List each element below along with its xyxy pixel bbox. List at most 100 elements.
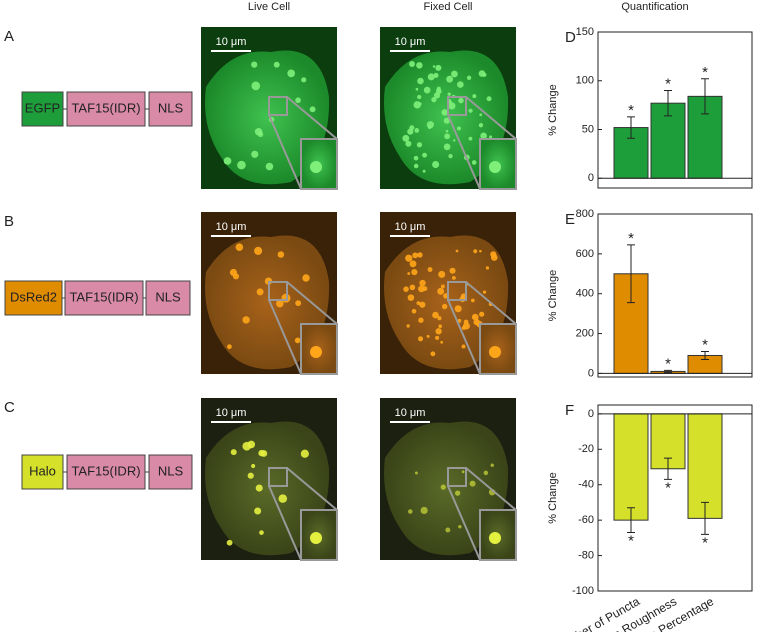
punctum — [254, 246, 263, 255]
punctum — [256, 288, 264, 296]
panel-letter: D — [565, 29, 576, 46]
punctum — [402, 134, 410, 142]
cell-body — [384, 235, 509, 370]
construct-box — [148, 454, 193, 490]
construct-label: NLS — [158, 463, 184, 478]
y-tick-label: 0 — [588, 367, 594, 379]
punctum — [468, 136, 473, 141]
plot-frame — [597, 404, 753, 592]
roi-box — [268, 96, 288, 116]
punctum — [408, 509, 413, 514]
roi-line — [268, 485, 302, 561]
punctum — [427, 73, 435, 81]
panel-letter: E — [565, 211, 575, 228]
punctum — [458, 97, 464, 104]
significance: * — [665, 479, 671, 496]
punctum — [444, 133, 451, 140]
punctum — [406, 324, 410, 328]
panel-letter: A — [4, 28, 14, 45]
punctum — [473, 249, 478, 254]
y-tick-label: -80 — [578, 549, 594, 561]
punctum — [407, 128, 414, 135]
roi-box — [447, 467, 467, 487]
punctum — [431, 97, 437, 103]
punctum — [302, 274, 310, 282]
inset-punctum — [489, 532, 501, 544]
punctum — [471, 298, 475, 303]
punctum — [448, 153, 453, 159]
punctum — [247, 472, 254, 479]
punctum — [413, 155, 419, 161]
punctum — [438, 324, 443, 329]
punctum — [453, 139, 456, 142]
punctum — [417, 77, 424, 85]
y-tick-label: 0 — [588, 172, 594, 184]
punctum — [278, 494, 288, 503]
roi-box — [447, 96, 467, 116]
punctum — [441, 109, 448, 116]
y-tick-label: -100 — [572, 585, 594, 597]
construct-label: Halo — [29, 463, 56, 478]
punctum — [287, 69, 295, 78]
error-bar — [627, 116, 635, 139]
punctum — [433, 72, 439, 78]
cell-body — [205, 235, 330, 370]
y-axis-label: % Change — [547, 84, 559, 135]
punctum — [260, 450, 268, 457]
punctum — [420, 506, 428, 515]
construct-label: TAF15(IDR) — [69, 289, 138, 304]
roi-box — [447, 281, 467, 301]
significance: * — [665, 75, 671, 92]
construct-label: NLS — [158, 100, 184, 115]
construct-box — [66, 91, 146, 127]
punctum — [416, 142, 423, 148]
punctum — [251, 463, 256, 469]
significance: * — [702, 64, 708, 81]
punctum — [247, 440, 256, 449]
punctum — [413, 101, 421, 109]
inset — [300, 138, 338, 190]
roi-line — [465, 96, 517, 140]
punctum — [478, 123, 484, 128]
punctum — [411, 308, 417, 314]
punctum — [275, 299, 284, 308]
punctum — [454, 490, 461, 496]
punctum — [414, 471, 418, 475]
punctum — [466, 75, 472, 80]
punctum — [409, 60, 415, 67]
punctum — [461, 470, 465, 474]
punctum — [430, 351, 436, 357]
punctum — [441, 303, 448, 310]
error-bar — [701, 78, 709, 115]
punctum — [480, 132, 487, 140]
scale-label: 10 μm — [395, 407, 426, 419]
punctum — [417, 252, 423, 258]
punctum — [435, 64, 442, 71]
punctum — [415, 87, 419, 91]
punctum — [294, 337, 301, 344]
punctum — [490, 463, 494, 467]
significance: * — [702, 336, 708, 353]
construct-box — [148, 91, 193, 127]
y-tick-label: 800 — [576, 208, 594, 220]
construct-box — [145, 280, 191, 316]
inset-punctum — [489, 161, 501, 173]
punctum — [409, 284, 416, 291]
punctum — [471, 160, 477, 165]
significance: * — [702, 534, 708, 551]
construct-label: EGFP — [25, 100, 60, 115]
roi-box — [268, 281, 288, 301]
punctum — [455, 249, 459, 253]
punctum — [462, 322, 470, 330]
y-tick-label: 50 — [582, 123, 594, 135]
significance: * — [628, 230, 634, 247]
punctum — [486, 96, 492, 102]
scale-label: 10 μm — [216, 407, 247, 419]
punctum — [440, 484, 446, 490]
punctum — [309, 106, 316, 113]
punctum — [251, 150, 259, 158]
punctum — [265, 162, 274, 171]
punctum — [259, 530, 264, 535]
punctum — [435, 328, 442, 335]
